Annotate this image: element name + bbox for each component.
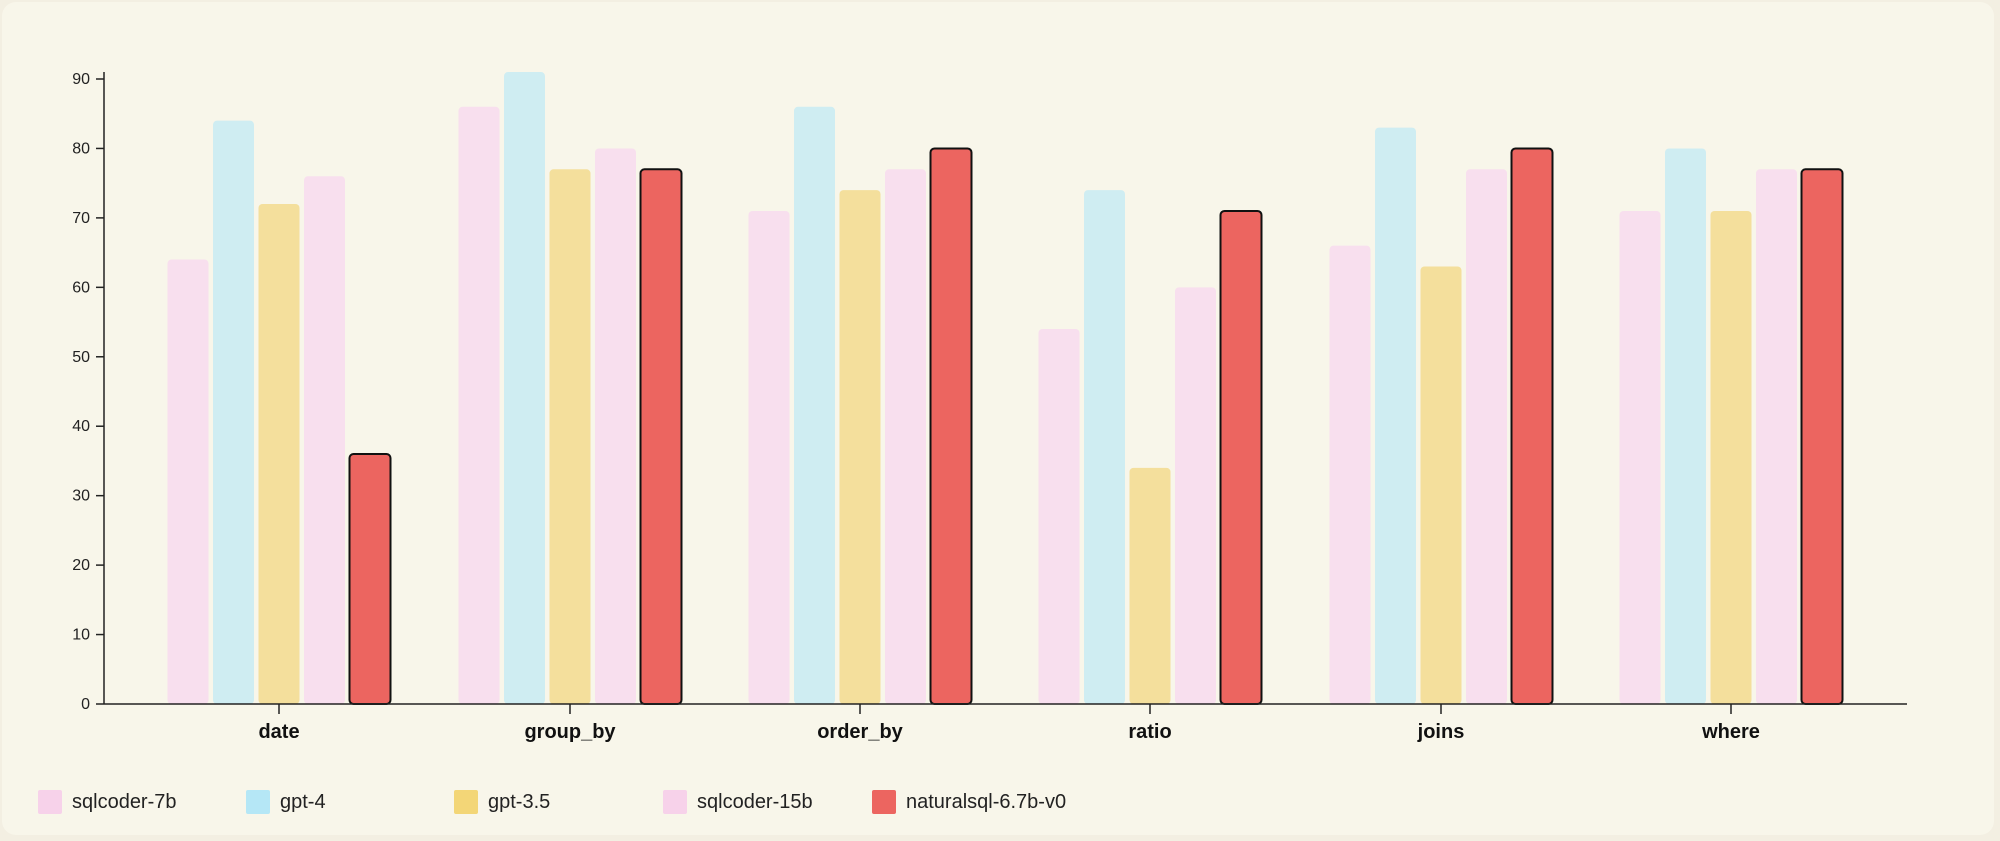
x-tick-label: where — [1701, 721, 1760, 743]
bar-gpt-4-order_by — [794, 106, 835, 705]
bar-sqlcoder-7b-ratio — [1038, 329, 1080, 704]
legend-label: gpt-3.5 — [488, 790, 551, 813]
legend-label: sqlcoder-7b — [72, 790, 177, 813]
bar-sqlcoder-15b-ratio — [1175, 287, 1216, 704]
x-tick-label: ratio — [1128, 721, 1171, 743]
bar-gpt-3.5-order_by — [839, 190, 881, 705]
bar-sqlcoder-7b-date — [167, 259, 209, 704]
x-tick-label: group_by — [524, 721, 616, 743]
bar-naturalsql-6.7b-v0-group_by — [639, 168, 683, 705]
bar-sqlcoder-15b-order_by — [885, 169, 926, 704]
bar-naturalsql-6.7b-v0-where — [1800, 168, 1844, 705]
y-tick-label: 20 — [72, 557, 90, 574]
bar-sqlcoder-7b-where — [1619, 210, 1661, 704]
y-tick-label: 80 — [72, 140, 90, 157]
bar-gpt-4-where — [1665, 148, 1706, 704]
legend-label: gpt-4 — [280, 790, 326, 813]
legend-item: sqlcoder-15b — [663, 787, 813, 817]
bar-gpt-3.5-group_by — [549, 169, 591, 704]
y-tick-label: 70 — [72, 210, 90, 227]
bar-sqlcoder-15b-group_by — [595, 148, 636, 704]
bar-sqlcoder-15b-joins — [1466, 169, 1507, 704]
y-tick-label: 50 — [72, 349, 90, 366]
legend-swatch — [454, 790, 478, 814]
bar-naturalsql-6.7b-v0-ratio — [1219, 209, 1263, 705]
bar-sqlcoder-7b-order_by — [748, 210, 790, 704]
bar-naturalsql-6.7b-v0-joins — [1510, 147, 1554, 705]
y-tick-label: 40 — [72, 418, 90, 435]
y-tick-label: 10 — [72, 627, 90, 644]
bar-sqlcoder-7b-joins — [1329, 245, 1371, 704]
chart-legend: sqlcoder-7b gpt-4 gpt-3.5 sqlcoder-15b natur… — [38, 787, 1238, 817]
legend-item: gpt-3.5 — [454, 787, 550, 817]
legend-label: sqlcoder-15b — [697, 790, 813, 813]
legend-item: sqlcoder-7b — [38, 787, 177, 817]
legend-swatch — [663, 790, 687, 814]
bar-sqlcoder-7b-group_by — [458, 106, 500, 705]
y-tick-label: 90 — [72, 71, 90, 88]
bar-naturalsql-6.7b-v0-order_by — [929, 147, 973, 705]
bar-gpt-3.5-ratio — [1129, 467, 1171, 704]
bar-sqlcoder-15b-date — [304, 176, 345, 704]
bar-naturalsql-6.7b-v0-date — [348, 453, 392, 705]
legend-swatch — [246, 790, 270, 814]
y-tick-label: 0 — [81, 696, 90, 713]
legend-label: naturalsql-6.7b-v0 — [906, 790, 1067, 813]
legend-item: naturalsql-6.7b-v0 — [872, 787, 1066, 817]
bar-gpt-4-joins — [1375, 127, 1416, 705]
bar-gpt-4-date — [213, 120, 254, 704]
x-tick-label: joins — [1417, 721, 1465, 743]
legend-swatch — [38, 790, 62, 814]
bar-gpt-3.5-date — [258, 204, 300, 704]
y-tick-label: 30 — [72, 488, 90, 505]
bar-gpt-4-ratio — [1084, 190, 1125, 705]
bar-gpt-3.5-joins — [1420, 266, 1462, 704]
legend-swatch — [872, 790, 896, 814]
bar-sqlcoder-15b-where — [1756, 169, 1797, 704]
bar-gpt-4-group_by — [504, 72, 545, 705]
y-tick-label: 60 — [72, 279, 90, 296]
bar-gpt-3.5-where — [1710, 210, 1752, 704]
x-tick-label: order_by — [817, 721, 903, 743]
legend-item: gpt-4 — [246, 787, 326, 817]
x-tick-label: date — [258, 721, 299, 743]
